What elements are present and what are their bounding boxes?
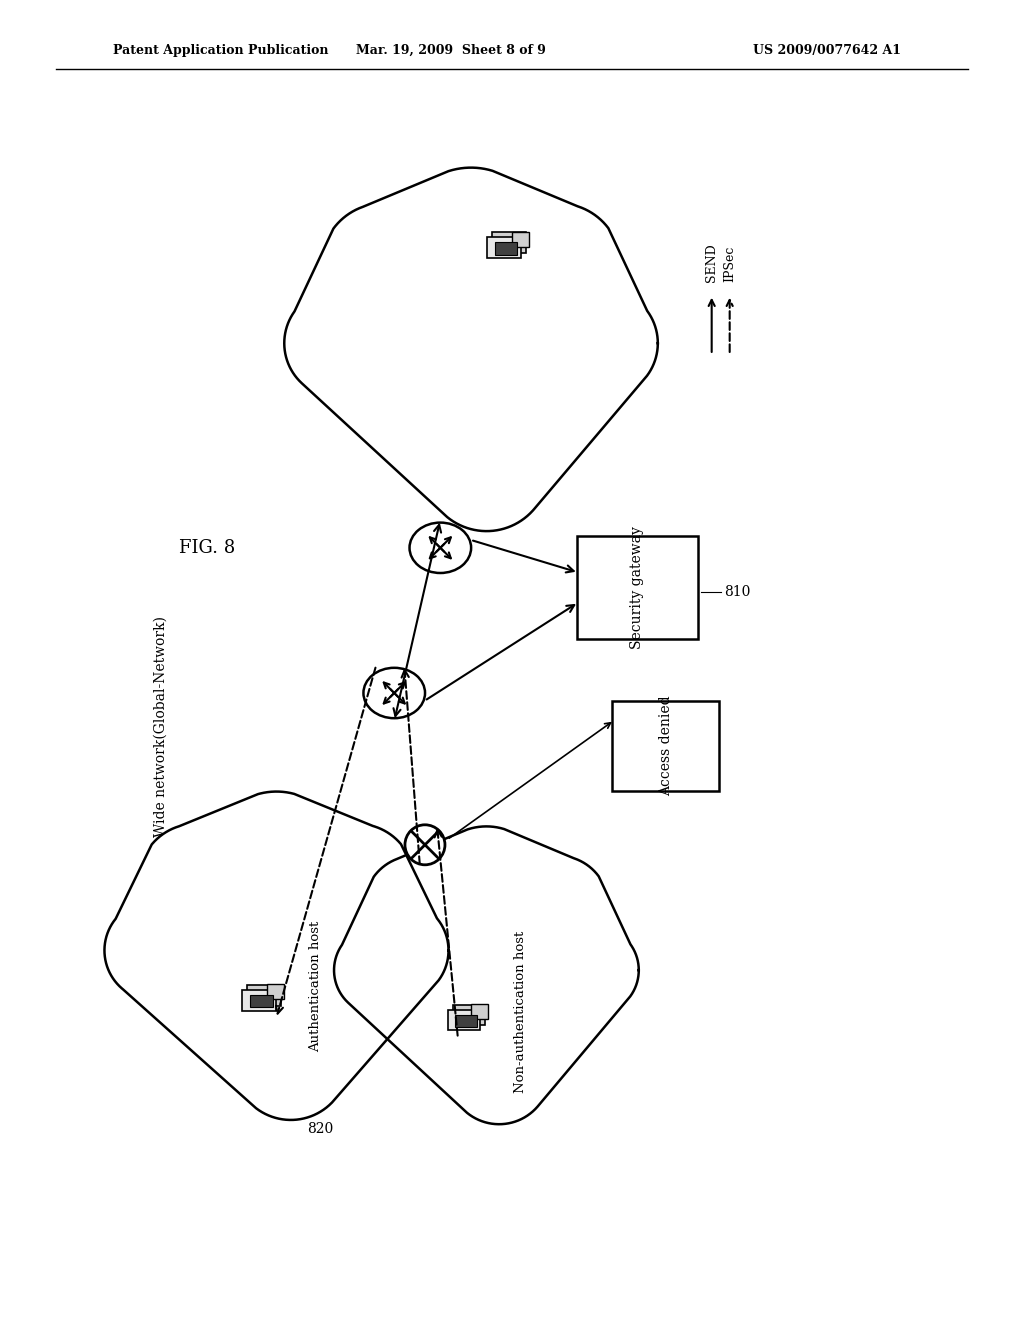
Text: Wide network(Global-Network): Wide network(Global-Network) <box>154 615 168 837</box>
FancyBboxPatch shape <box>612 701 719 791</box>
Text: US 2009/0077642 A1: US 2009/0077642 A1 <box>753 44 901 57</box>
Circle shape <box>397 168 545 315</box>
Text: IPSec: IPSec <box>723 246 736 281</box>
FancyBboxPatch shape <box>267 983 284 999</box>
Ellipse shape <box>364 668 425 718</box>
Circle shape <box>233 1006 348 1119</box>
Circle shape <box>507 855 608 957</box>
Text: Patent Application Publication: Patent Application Publication <box>113 44 328 57</box>
Ellipse shape <box>383 895 590 1045</box>
Circle shape <box>424 407 549 531</box>
Circle shape <box>391 998 486 1094</box>
Circle shape <box>497 203 621 327</box>
Circle shape <box>300 824 415 939</box>
FancyBboxPatch shape <box>493 232 526 253</box>
Circle shape <box>354 378 471 494</box>
Circle shape <box>365 855 466 957</box>
Text: Access denied: Access denied <box>658 696 673 796</box>
Text: Authentication host: Authentication host <box>309 921 323 1052</box>
Circle shape <box>138 824 253 939</box>
FancyBboxPatch shape <box>577 536 698 639</box>
Text: FIG. 8: FIG. 8 <box>179 539 236 557</box>
Circle shape <box>502 995 597 1090</box>
Circle shape <box>490 374 607 490</box>
FancyBboxPatch shape <box>487 238 521 259</box>
FancyBboxPatch shape <box>455 1015 477 1027</box>
Text: Mar. 19, 2009  Sheet 8 of 9: Mar. 19, 2009 Sheet 8 of 9 <box>355 44 546 57</box>
FancyBboxPatch shape <box>242 990 276 1011</box>
Text: SEND: SEND <box>706 243 718 281</box>
FancyBboxPatch shape <box>247 985 282 1006</box>
FancyBboxPatch shape <box>471 1005 487 1019</box>
Text: 820: 820 <box>307 1122 334 1135</box>
Circle shape <box>426 826 547 946</box>
Circle shape <box>348 900 449 1001</box>
FancyBboxPatch shape <box>447 1010 480 1030</box>
Circle shape <box>550 925 639 1015</box>
Circle shape <box>285 289 393 397</box>
Circle shape <box>104 900 205 1001</box>
FancyBboxPatch shape <box>512 231 528 247</box>
Polygon shape <box>334 826 639 1125</box>
Circle shape <box>334 925 423 1015</box>
Circle shape <box>449 1023 550 1125</box>
Polygon shape <box>104 792 449 1119</box>
Polygon shape <box>285 168 657 531</box>
Circle shape <box>549 289 657 397</box>
Circle shape <box>169 979 276 1086</box>
Circle shape <box>295 975 401 1084</box>
Ellipse shape <box>410 523 471 573</box>
Circle shape <box>322 203 445 327</box>
Circle shape <box>209 792 344 928</box>
FancyBboxPatch shape <box>495 243 517 255</box>
Text: Non-authentication host: Non-authentication host <box>514 931 527 1093</box>
FancyBboxPatch shape <box>250 995 272 1007</box>
Ellipse shape <box>160 869 393 1032</box>
Ellipse shape <box>344 251 598 436</box>
FancyBboxPatch shape <box>453 1005 485 1024</box>
Circle shape <box>404 825 445 865</box>
Text: Security gateway: Security gateway <box>631 525 644 649</box>
Text: 810: 810 <box>724 585 751 599</box>
